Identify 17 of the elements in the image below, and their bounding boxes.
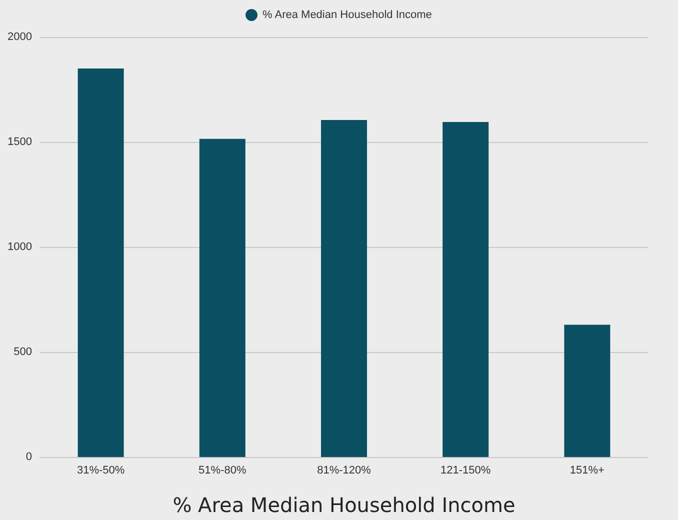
bar: [564, 324, 610, 457]
x-tick-label: 121-150%: [440, 464, 491, 476]
y-tick-label: 1500: [8, 136, 32, 148]
x-tick-label: 31%-50%: [76, 464, 125, 476]
y-tick-label: 0: [26, 451, 32, 463]
bar: [199, 138, 246, 457]
y-tick-label: 500: [14, 346, 32, 358]
bar: [78, 68, 124, 457]
x-tick-label: 51%-80%: [198, 464, 246, 476]
bar: [442, 122, 489, 457]
legend-label: % Area Median Household Income: [262, 9, 432, 21]
x-axis-title: % Area Median Household Income: [172, 493, 516, 517]
bar: [321, 120, 367, 457]
y-tick-label: 2000: [8, 31, 32, 43]
y-tick-label: 1000: [8, 241, 32, 253]
x-tick-label: 81%-120%: [317, 464, 372, 476]
x-tick-label: 151%+: [570, 464, 604, 476]
